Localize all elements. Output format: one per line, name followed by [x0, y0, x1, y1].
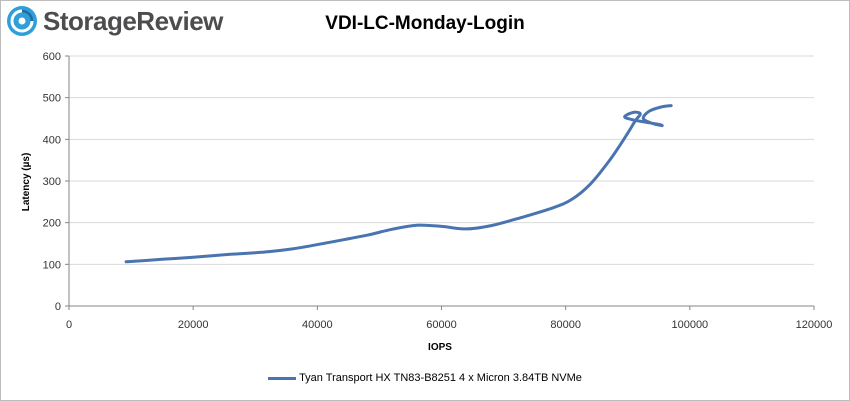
x-tick-label: 80000: [550, 319, 581, 331]
series-lines: [124, 104, 673, 264]
series-line: [124, 104, 673, 264]
y-tick-labels: 0 100 200 300 400 500 600: [43, 51, 61, 313]
axes: [65, 55, 815, 310]
x-tick-label: 20000: [178, 319, 209, 331]
storagereview-logo-icon: [7, 6, 37, 36]
y-tick-label: 400: [43, 134, 61, 146]
legend-swatch: [268, 376, 297, 380]
gridlines: [69, 55, 814, 265]
y-tick-label: 600: [43, 51, 61, 63]
chart-title: VDI-LC-Monday-Login: [325, 13, 525, 34]
y-axis-title: Latency (µs): [21, 153, 32, 212]
x-axis-title: IOPS: [428, 342, 452, 353]
y-tick-label: 0: [55, 301, 61, 313]
x-tick-labels: 0 20000 40000 60000 80000 100000 120000: [66, 319, 832, 331]
legend: Tyan Transport HX TN83-B8251 4 x Micron …: [0, 372, 850, 384]
x-tick-label: 120000: [796, 319, 833, 331]
x-tick-label: 0: [66, 319, 72, 331]
x-tick-label: 60000: [426, 319, 457, 331]
logo-text: StorageReview: [43, 5, 223, 36]
logo: StorageReview: [6, 4, 236, 38]
legend-label: Tyan Transport HX TN83-B8251 4 x Micron …: [299, 372, 582, 384]
y-tick-label: 300: [43, 176, 61, 188]
x-tick-label: 40000: [302, 319, 333, 331]
x-tick-label: 100000: [671, 319, 708, 331]
y-tick-label: 100: [43, 259, 61, 271]
y-tick-label: 500: [43, 93, 61, 105]
y-tick-label: 200: [43, 218, 61, 230]
